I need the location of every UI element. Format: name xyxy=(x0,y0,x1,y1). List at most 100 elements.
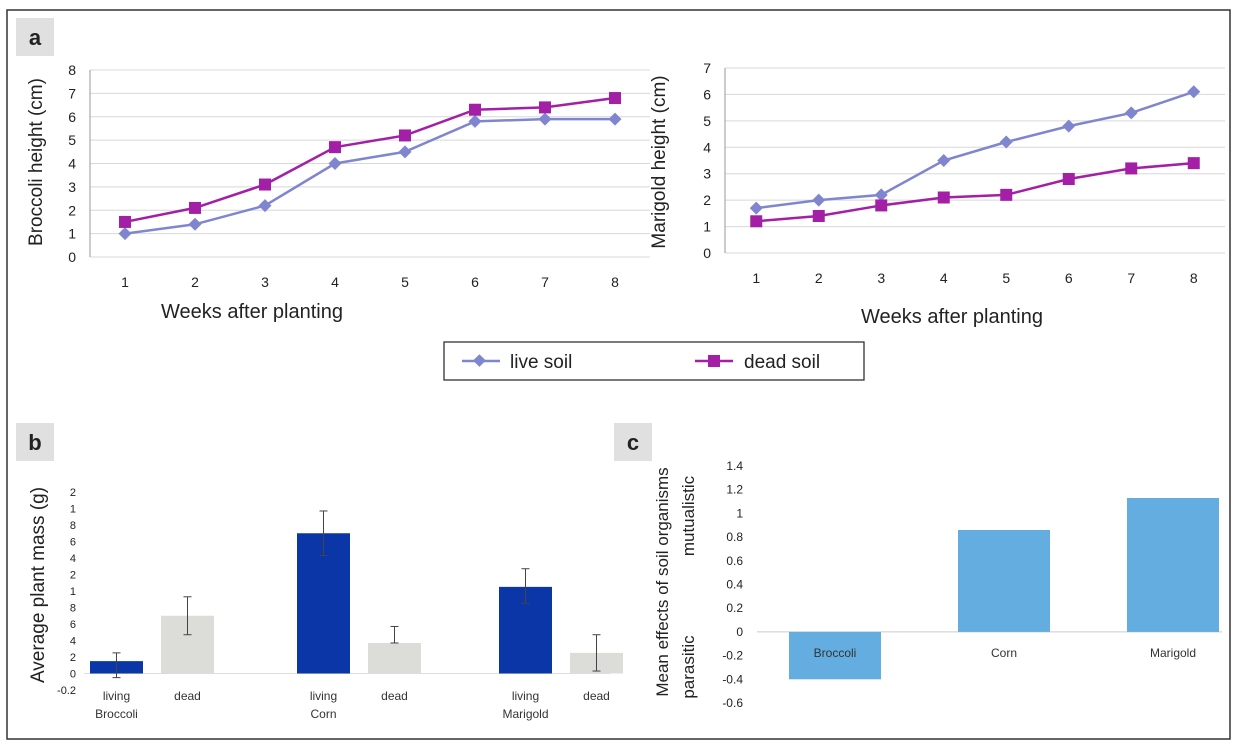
marigold-x-tick-label: 8 xyxy=(1190,270,1198,286)
broccoli-point-live xyxy=(468,114,482,128)
soil-effects-y-tick-label: 1.4 xyxy=(726,459,743,473)
marigold-x-tick-label: 5 xyxy=(1002,270,1010,286)
marigold-point-dead xyxy=(1000,188,1013,201)
broccoli-series-line-live xyxy=(124,117,615,235)
figure-frame xyxy=(6,9,1231,740)
legend-live-marker xyxy=(473,354,486,367)
marigold-series-line-dead xyxy=(756,161,1194,223)
broccoli-point-live xyxy=(188,217,202,231)
broccoli-point-live xyxy=(608,112,622,126)
broccoli-y-tick-label: 6 xyxy=(68,109,76,125)
plant-mass-y-tick-label: -0.2 xyxy=(57,685,76,697)
soil-effects-chart: -0.6 -0.4 -0.2 0 0.2 0.4 0.6 0.8 1 1.2 1.4 Broccoli… xyxy=(722,459,1222,710)
soil-effects-y-tick-label: 0.4 xyxy=(726,578,743,592)
broccoli-point-dead xyxy=(259,178,271,191)
soil-effects-y-tick-label: 0.2 xyxy=(726,601,743,615)
plant-mass-y-tick-label: 8 xyxy=(70,520,76,532)
soil-effects-y-axis-title: Mean effects of soil organisms xyxy=(653,467,672,696)
plant-mass-y-axis-title: Average plant mass (g) xyxy=(28,487,49,683)
marigold-series-line-live xyxy=(756,90,1195,210)
broccoli-point-dead xyxy=(189,201,201,214)
plant-mass-y-tick-label: 2 xyxy=(70,487,76,499)
marigold-y-tick-label: 3 xyxy=(703,166,711,182)
plant-mass-bar-label: living xyxy=(512,689,539,703)
broccoli-point-live xyxy=(538,112,552,126)
soil-effects-y-tick-label: 1.2 xyxy=(726,483,743,497)
broccoli-y-tick-label: 5 xyxy=(68,132,76,148)
broccoli-x-tick-label: 6 xyxy=(471,274,479,290)
marigold-y-tick-label: 7 xyxy=(703,60,711,76)
plant-mass-group-label: Broccoli xyxy=(95,707,138,721)
plant-mass-bar-label: dead xyxy=(381,689,408,703)
broccoli-point-dead xyxy=(119,215,131,228)
plant-mass-y-tick-label: 4 xyxy=(70,553,76,565)
broccoli-point-dead xyxy=(609,92,621,105)
marigold-y-tick-label: 2 xyxy=(703,192,711,208)
marigold-point-live xyxy=(999,135,1013,149)
broccoli-height-chart: 0 1 2 3 4 5 6 7 8 1 2 3 4 5 6 7 8 xyxy=(68,62,650,290)
marigold-point-dead xyxy=(750,215,763,228)
plant-mass-y-tick-label: 6 xyxy=(70,619,76,631)
soil-effects-mutualistic-label: mutualistic xyxy=(679,475,698,556)
plant-mass-group-label: Corn xyxy=(310,707,336,721)
broccoli-point-dead xyxy=(399,129,411,142)
broccoli-x-tick-label: 1 xyxy=(121,274,129,290)
marigold-y-tick-label: 0 xyxy=(703,245,711,261)
panel-b-label: b xyxy=(28,430,41,455)
plant-mass-group-label: Marigold xyxy=(502,707,548,721)
marigold-point-dead xyxy=(875,199,888,212)
marigold-point-live xyxy=(874,188,888,202)
legend-live-label: live soil xyxy=(510,352,572,373)
broccoli-y-tick-label: 2 xyxy=(68,202,76,218)
soil-effects-y-tick-label: 0.6 xyxy=(726,554,743,568)
broccoli-point-dead xyxy=(329,141,341,154)
broccoli-x-tick-label: 2 xyxy=(191,274,199,290)
soil-effects-category-label: Broccoli xyxy=(814,646,857,660)
panel-b-label-box xyxy=(16,423,54,461)
plant-mass-y-tick-label: 6 xyxy=(70,537,76,549)
marigold-x-tick-label: 4 xyxy=(940,270,948,286)
soil-effects-parasitic-label: parasitic xyxy=(679,635,698,699)
marigold-x-tick-label: 6 xyxy=(1065,270,1073,286)
panel-a-label-box xyxy=(16,18,54,56)
soil-effects-bar-broccoli xyxy=(789,631,881,680)
marigold-point-dead xyxy=(937,191,950,204)
panel-c-label: c xyxy=(627,430,639,455)
plant-mass-bar-label: living xyxy=(310,689,337,703)
broccoli-point-dead xyxy=(469,103,481,116)
broccoli-y-tick-label: 4 xyxy=(68,156,76,172)
broccoli-y-tick-label: 0 xyxy=(68,249,76,265)
marigold-y-tick-label: 1 xyxy=(703,219,711,235)
soil-effects-y-tick-label: -0.2 xyxy=(722,649,743,663)
legend-box xyxy=(443,341,865,381)
plant-mass-bar-label: dead xyxy=(174,689,201,703)
marigold-y-tick-label: 4 xyxy=(703,139,711,155)
plant-mass-bar-label: living xyxy=(103,689,130,703)
broccoli-point-live xyxy=(258,199,272,213)
broccoli-x-tick-label: 3 xyxy=(261,274,269,290)
marigold-point-live xyxy=(749,201,763,215)
plant-mass-y-tick-label: 4 xyxy=(70,636,76,648)
broccoli-point-live xyxy=(398,145,412,159)
marigold-point-live xyxy=(937,154,951,167)
marigold-x-axis-title: Weeks after planting xyxy=(861,306,1043,328)
broccoli-point-live xyxy=(328,157,342,170)
broccoli-y-tick-label: 7 xyxy=(68,85,76,101)
plant-mass-y-tick-label: 1 xyxy=(70,586,76,598)
marigold-point-live xyxy=(1187,85,1201,99)
plant-mass-y-tick-label: 0 xyxy=(70,669,76,681)
legend-dead-marker xyxy=(708,355,720,367)
soil-effects-y-tick-label: -0.4 xyxy=(722,672,743,686)
soil-effects-bar-corn xyxy=(958,529,1050,632)
plant-mass-y-tick-label: 2 xyxy=(70,652,76,664)
soil-effects-y-tick-label: 1 xyxy=(736,506,743,520)
broccoli-x-axis-title: Weeks after planting xyxy=(161,301,343,323)
legend-dead-label: dead soil xyxy=(744,352,820,373)
plant-mass-bar-corn-dead xyxy=(368,642,421,674)
marigold-point-dead xyxy=(1187,157,1200,170)
plant-mass-chart: -0.2 0 2 4 6 8 1 2 4 6 8 1 2 living dead Broccoli living… xyxy=(57,487,623,721)
broccoli-y-axis-title: Broccoli height (cm) xyxy=(26,78,47,246)
soil-effects-y-tick-label: 0.8 xyxy=(726,530,743,544)
